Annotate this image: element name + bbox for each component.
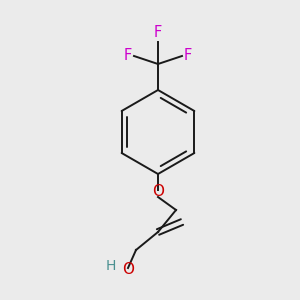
Text: O: O bbox=[122, 262, 134, 277]
Text: F: F bbox=[184, 49, 192, 64]
Text: H: H bbox=[106, 259, 116, 273]
Text: O: O bbox=[152, 184, 164, 199]
Text: F: F bbox=[154, 25, 162, 40]
Text: F: F bbox=[124, 49, 132, 64]
